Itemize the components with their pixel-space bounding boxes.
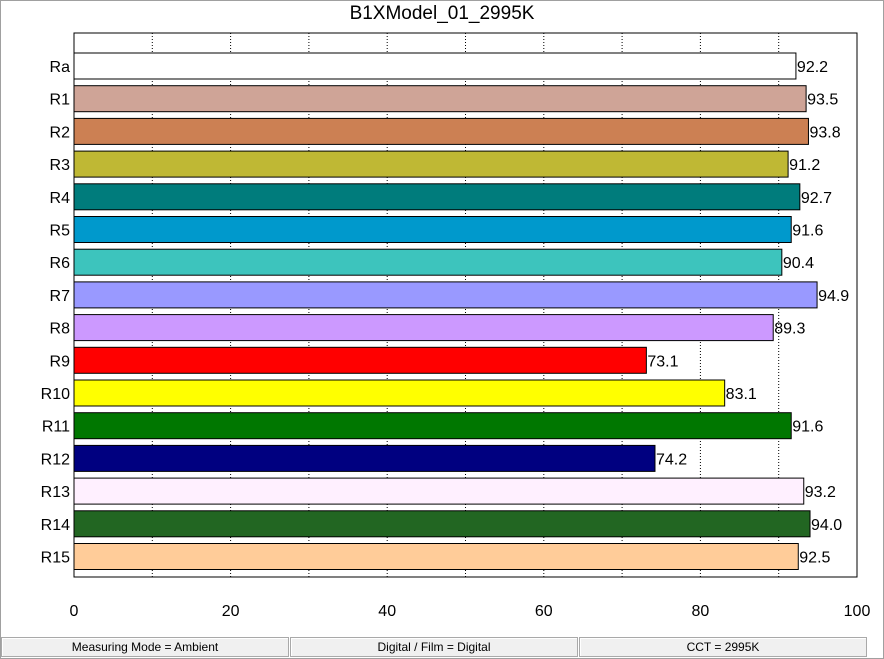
category-label-r11: R11 — [42, 419, 70, 436]
bar-r5 — [73, 216, 792, 243]
category-label-r5: R5 — [50, 223, 71, 240]
bar-r9 — [73, 346, 647, 374]
value-label-r1: 93.5 — [807, 92, 838, 109]
chart-title: B1XModel_01_2995K — [349, 3, 535, 24]
value-label-r5: 91.6 — [792, 223, 823, 240]
bar-r1 — [73, 85, 807, 113]
category-label-r14: R14 — [41, 517, 70, 534]
value-label-r15: 92.5 — [799, 550, 830, 567]
bar-r14 — [73, 510, 811, 538]
category-label-r1: R1 — [50, 92, 71, 109]
value-label-r13: 93.2 — [805, 484, 836, 501]
value-label-r3: 91.2 — [789, 157, 820, 174]
bar-r7 — [73, 281, 818, 309]
bar-r8 — [73, 314, 774, 342]
category-labels: Ra R1 R2 R3 R4 R5 R6 R7 R8 R9 R10 R11 R12 R13 R14 R15 — [41, 59, 70, 567]
x-tick-label: 100 — [844, 603, 871, 620]
category-label-r8: R8 — [50, 321, 71, 338]
value-label-r2: 93.8 — [809, 124, 840, 141]
value-label-r12: 74.2 — [656, 451, 687, 468]
value-label-r4: 92.7 — [801, 190, 832, 207]
x-tick-label: 60 — [535, 603, 553, 620]
bar-r13 — [73, 477, 805, 505]
status-bar: Measuring Mode = Ambient Digital / Film … — [0, 636, 884, 658]
category-label-r3: R3 — [50, 157, 71, 174]
x-tick-label: 20 — [222, 603, 240, 620]
x-axis-ticks: 0 20 40 60 80 100 — [70, 603, 871, 620]
category-label-r2: R2 — [50, 124, 71, 141]
bar-r15 — [73, 543, 799, 570]
value-labels: 92.2 93.5 93.8 91.2 92.7 91.6 90.494.9 89.3 73.1… — [647, 59, 849, 567]
x-tick-label: 80 — [692, 603, 710, 620]
bar-r2 — [73, 117, 809, 145]
category-label-r13: R13 — [41, 484, 70, 501]
status-digital-film: Digital / Film = Digital — [290, 637, 578, 657]
bars — [73, 52, 818, 570]
x-tick-label: 40 — [378, 603, 396, 620]
value-label-ra: 92.2 — [797, 59, 828, 76]
status-measuring-mode: Measuring Mode = Ambient — [1, 637, 289, 657]
bar-r12 — [73, 444, 656, 472]
value-label-r7: 94.9 — [818, 288, 849, 305]
category-label-r10: R10 — [41, 386, 70, 403]
value-label-r11: 91.6 — [792, 419, 823, 436]
category-label-r15: R15 — [41, 550, 70, 567]
status-cct: CCT = 2995K — [579, 637, 867, 657]
bar-ra — [73, 52, 797, 80]
bar-r6 — [73, 248, 783, 276]
value-label-r8: 89.3 — [774, 321, 805, 338]
category-label-r6: R6 — [50, 255, 71, 272]
category-label-r12: R12 — [41, 451, 70, 468]
cri-bar-chart: 92.2 93.5 93.8 91.2 92.7 91.6 90.494.9 89.3 73.1… — [41, 32, 871, 620]
value-label-r9: 73.1 — [647, 353, 678, 370]
x-tick-label: 0 — [70, 603, 79, 620]
category-label-ra: Ra — [50, 59, 71, 76]
bar-r3 — [73, 150, 789, 178]
value-label-r6: 90.4 — [783, 255, 814, 272]
bar-r4 — [73, 183, 801, 211]
bar-r10 — [73, 379, 726, 407]
category-label-r9: R9 — [50, 353, 71, 370]
value-label-r14: 94.0 — [811, 517, 842, 534]
bar-r11 — [73, 412, 792, 440]
category-label-r7: R7 — [50, 288, 71, 305]
category-label-r4: R4 — [50, 190, 71, 207]
value-label-r10: 83.1 — [726, 386, 757, 403]
